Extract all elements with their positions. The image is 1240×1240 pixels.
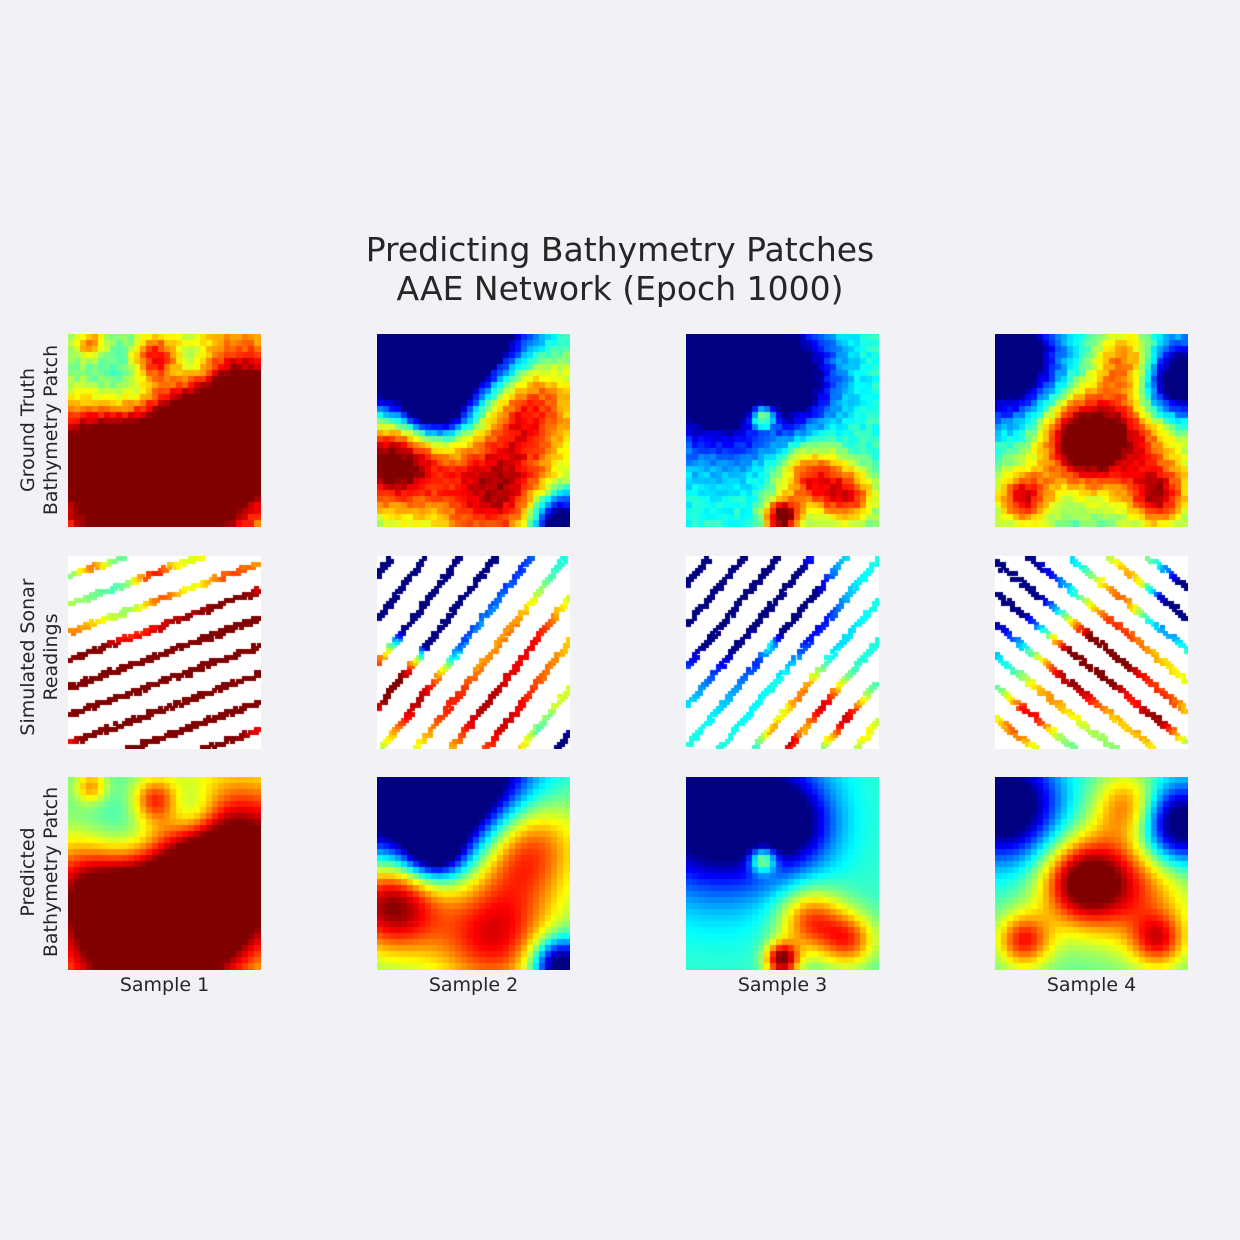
row-label-predicted-line-2: Bathymetry Patch xyxy=(40,786,62,958)
column-label-sample-4: Sample 4 xyxy=(1046,974,1137,996)
figure-title-line-2: AAE Network (Epoch 1000) xyxy=(396,269,844,308)
row-label-sonar: Simulated Sonar Readings xyxy=(17,578,63,735)
figure-title-line-1: Predicting Bathymetry Patches xyxy=(365,230,875,269)
ground-truth-patch-sample-2 xyxy=(377,334,570,527)
row-label-sonar-line-1: Simulated Sonar xyxy=(17,578,39,736)
row-label-ground-truth-line-1: Ground Truth xyxy=(17,367,39,493)
predicted-patch-sample-3 xyxy=(686,777,879,970)
predicted-patch-sample-1 xyxy=(68,777,261,970)
row-label-sonar-line-2: Readings xyxy=(40,613,62,701)
sonar-readings-sample-3 xyxy=(686,556,879,749)
sonar-readings-sample-1 xyxy=(68,556,261,749)
sonar-readings-sample-2 xyxy=(377,556,570,749)
row-label-predicted-line-1: Predicted xyxy=(17,827,39,917)
ground-truth-patch-sample-4 xyxy=(995,334,1188,527)
column-label-sample-1: Sample 1 xyxy=(119,974,210,996)
column-label-sample-2: Sample 2 xyxy=(428,974,519,996)
ground-truth-patch-sample-3 xyxy=(686,334,879,527)
sonar-readings-sample-4 xyxy=(995,556,1188,749)
figure-title: Predicting Bathymetry Patches AAE Networ… xyxy=(0,230,1240,308)
ground-truth-patch-sample-1 xyxy=(68,334,261,527)
column-label-sample-3: Sample 3 xyxy=(737,974,828,996)
row-label-predicted: Predicted Bathymetry Patch xyxy=(17,787,63,957)
row-label-ground-truth-line-2: Bathymetry Patch xyxy=(40,344,62,516)
predicted-patch-sample-4 xyxy=(995,777,1188,970)
predicted-patch-sample-2 xyxy=(377,777,570,970)
row-label-ground-truth: Ground Truth Bathymetry Patch xyxy=(17,345,63,515)
